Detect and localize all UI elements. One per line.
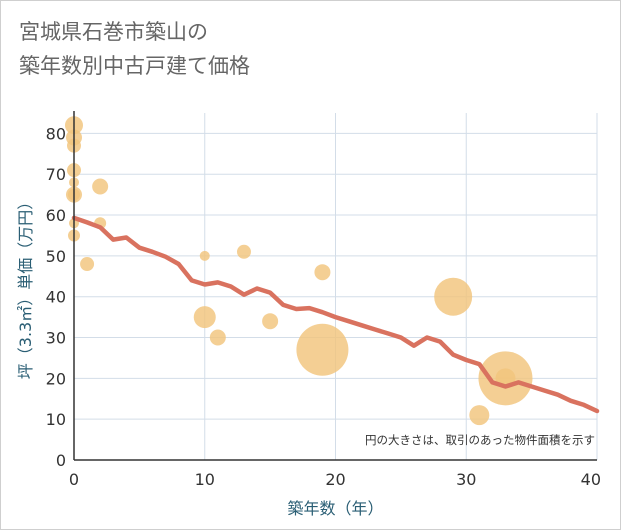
scatter-point bbox=[193, 306, 216, 329]
scatter-point bbox=[209, 329, 226, 346]
scatter-point bbox=[296, 323, 349, 376]
y-tick-label: 70 bbox=[46, 165, 66, 184]
trend-line-group bbox=[71, 215, 600, 414]
x-tick-label: 20 bbox=[325, 470, 345, 489]
scatter-point bbox=[199, 250, 210, 261]
tick-labels: 0 10 20 30 40 50 60 70 80 0 10 20 30 40 bbox=[46, 124, 601, 489]
x-axis-label: 築年数（年） bbox=[287, 499, 383, 518]
x-tick-label: 0 bbox=[69, 470, 79, 489]
y-tick-label: 20 bbox=[46, 369, 66, 388]
x-tick-label: 40 bbox=[581, 470, 601, 489]
x-tick-label: 30 bbox=[456, 470, 476, 489]
scatter-point bbox=[262, 313, 279, 330]
size-note: 円の大きさは、取引のあった物件面積を示す bbox=[365, 433, 595, 447]
chart-title-line-1: 宮城県石巻市築山の bbox=[19, 20, 208, 44]
scatter-point bbox=[314, 264, 331, 281]
y-tick-label: 10 bbox=[46, 410, 66, 429]
axes bbox=[73, 111, 597, 461]
trend-line bbox=[71, 215, 600, 414]
y-tick-label: 60 bbox=[46, 206, 66, 225]
y-tick-label: 80 bbox=[46, 124, 66, 143]
y-tick-label: 50 bbox=[46, 247, 66, 266]
scatter-point bbox=[434, 277, 473, 316]
scatter-point bbox=[469, 405, 490, 426]
x-tick-label: 10 bbox=[195, 470, 215, 489]
y-tick-label: 30 bbox=[46, 329, 66, 348]
scatter-bubbles bbox=[65, 116, 533, 426]
y-axis-label: 坪（3.3㎡）単価（万円） bbox=[16, 194, 35, 379]
grid-lines bbox=[73, 113, 598, 461]
scatter-point bbox=[80, 257, 95, 272]
scatter-point bbox=[236, 244, 251, 259]
chart-title: 宮城県石巻市築山の 築年数別中古戸建て価格 bbox=[19, 15, 250, 83]
scatter-point bbox=[92, 178, 109, 195]
scatter-point bbox=[478, 351, 533, 406]
chart-title-line-2: 築年数別中古戸建て価格 bbox=[19, 54, 250, 78]
y-tick-label: 0 bbox=[56, 451, 66, 470]
y-tick-label: 40 bbox=[46, 288, 66, 307]
